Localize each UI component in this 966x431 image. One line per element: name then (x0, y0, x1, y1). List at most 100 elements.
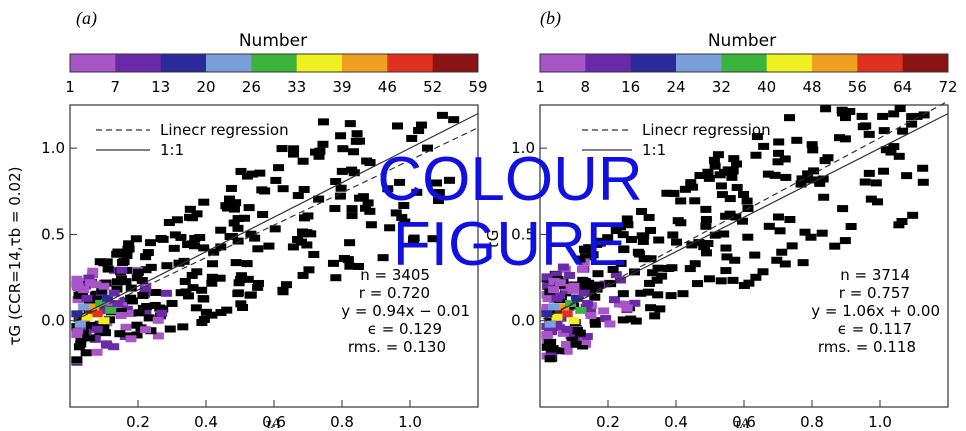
panel-a-colorbar-title: Number (239, 31, 307, 51)
heatmap-core-cell (98, 282, 110, 290)
heatmap-cell (551, 271, 563, 279)
heatmap-cell (542, 282, 554, 290)
heatmap-cell (140, 308, 152, 316)
heatmap-cell (888, 110, 900, 118)
heatmap-cell (249, 234, 261, 242)
heatmap-cell (228, 205, 240, 213)
heatmap-cell (772, 158, 784, 166)
heatmap-cell (863, 130, 875, 138)
heatmap-cell (700, 222, 712, 230)
colorbar-segment (160, 54, 207, 72)
heatmap-cell (125, 335, 137, 343)
colorbar-tick-label: 59 (468, 78, 487, 96)
colorbar-segment (721, 54, 768, 72)
heatmap-cell (166, 299, 178, 307)
panel-b-stats: n = 3714 r = 0.757 y = 1.06x + 0.00 ϵ = … (811, 266, 940, 356)
heatmap-cell (576, 265, 588, 273)
panel-b-colorbar-ticks: 1 8 16 24 32 40 48 56 64 72 (535, 78, 957, 96)
heatmap-cell (877, 112, 889, 120)
panel-b-x-axis-label: τA (735, 416, 750, 431)
heatmap-cell (839, 135, 851, 143)
heatmap-cell (273, 164, 285, 172)
heatmap-cell (443, 176, 455, 184)
heatmap-cell (237, 304, 249, 312)
heatmap-cell (310, 148, 322, 156)
heatmap-cell (198, 198, 210, 206)
heatmap-cell (102, 265, 114, 273)
one-to-one-line (543, 113, 949, 320)
heatmap-cell (287, 150, 299, 158)
heatmap-cell (98, 323, 110, 331)
heatmap-cell (84, 334, 96, 342)
heatmap-cell (836, 106, 848, 114)
heatmap-cell (703, 275, 715, 283)
heatmap-cell (238, 214, 250, 222)
heatmap-cell (561, 347, 573, 355)
heatmap-cell (651, 276, 663, 284)
heatmap-cell (123, 240, 135, 248)
x-tick-label: 0.4 (194, 413, 218, 431)
heatmap-cell (114, 330, 126, 338)
heatmap-cell (169, 231, 181, 239)
heatmap-cell (656, 272, 668, 280)
heatmap-cell (703, 174, 715, 182)
heatmap-cell (622, 221, 634, 229)
heatmap-cell (647, 269, 659, 277)
heatmap-cell (805, 233, 817, 241)
heatmap-cell (795, 180, 807, 188)
heatmap-cell (724, 195, 736, 203)
heatmap-cell (141, 303, 153, 311)
heatmap-cell (186, 214, 198, 222)
heatmap-cell (598, 307, 610, 315)
heatmap-cell (712, 151, 724, 159)
overlay-line-figure: FIGURE (393, 210, 627, 279)
heatmap-cell (856, 112, 868, 120)
heatmap-core-cell (541, 331, 553, 339)
heatmap-cell (757, 268, 769, 276)
heatmap-cell (101, 258, 113, 266)
heatmap-cell (807, 146, 819, 154)
panel-b-colorbar (539, 53, 949, 73)
heatmap-cell (230, 259, 242, 267)
heatmap-cell (729, 256, 741, 264)
heatmap-cell (112, 248, 124, 256)
heatmap-cell (197, 295, 209, 303)
heatmap-cell (635, 289, 647, 297)
heatmap-cell (270, 176, 282, 184)
heatmap-cell (577, 276, 589, 284)
heatmap-cell (541, 303, 553, 311)
heatmap-cell (149, 301, 161, 309)
heatmap-cell (353, 262, 365, 270)
heatmap-cell (136, 277, 148, 285)
heatmap-cell (907, 211, 919, 219)
x-tick-label: 0.2 (126, 413, 150, 431)
heatmap-cell (72, 278, 84, 286)
heatmap-cell (839, 114, 851, 122)
panel-b-heatmap (541, 105, 930, 363)
panel-a-stat-eps: ϵ = 0.129 (368, 320, 442, 338)
heatmap-cell (175, 289, 187, 297)
heatmap-cell (652, 264, 664, 272)
heatmap-cell (127, 297, 139, 305)
heatmap-cell (96, 287, 108, 295)
heatmap-core-cell (544, 320, 556, 328)
heatmap-cell (390, 209, 402, 217)
heatmap-core-cell (95, 299, 107, 307)
heatmap-cell (224, 195, 236, 203)
heatmap-cell (720, 267, 732, 275)
heatmap-cell (893, 221, 905, 229)
heatmap-cell (299, 214, 311, 222)
heatmap-cell (802, 170, 814, 178)
heatmap-cell (906, 120, 918, 128)
heatmap-cell (574, 255, 586, 263)
panel-a-legend-solid-label: 1:1 (160, 141, 184, 159)
heatmap-cell (672, 217, 684, 225)
heatmap-cell (668, 189, 680, 197)
heatmap-cell (125, 284, 137, 292)
colorbar-tick-label: 32 (712, 78, 731, 96)
heatmap-cell (727, 276, 739, 284)
heatmap-cell (643, 213, 655, 221)
panel-b: (b) Number 1 8 16 24 32 40 48 56 64 72 0.2 0.4 0.6 0… (484, 8, 958, 431)
heatmap-cell (85, 322, 97, 330)
